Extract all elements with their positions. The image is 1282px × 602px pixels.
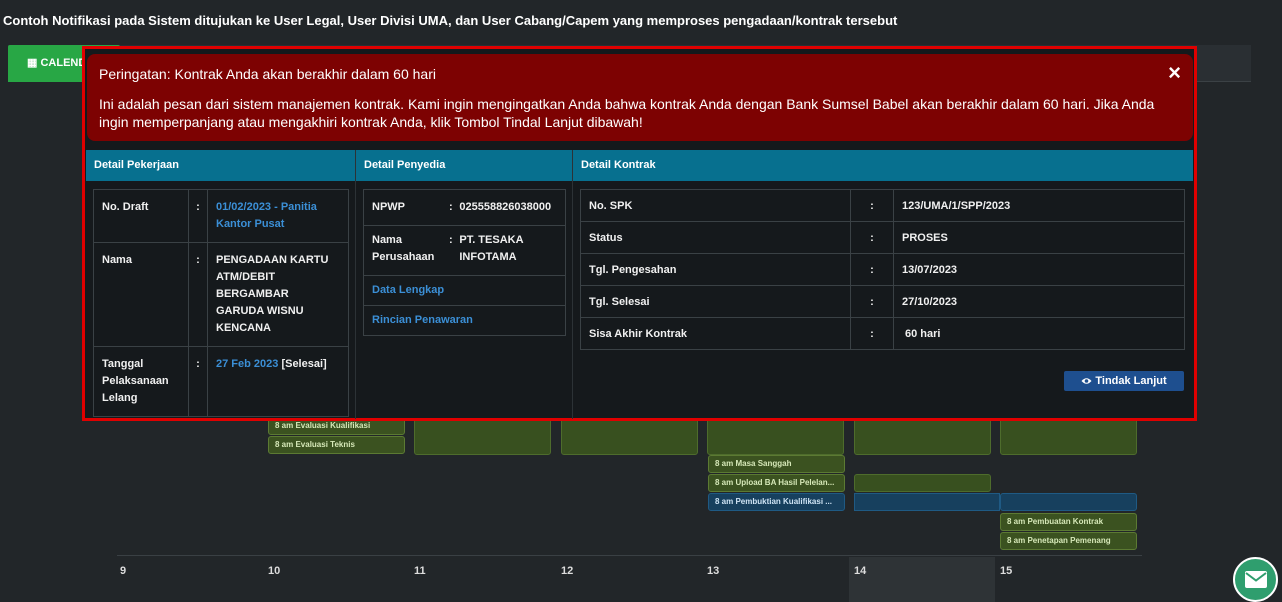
- row-label: No. SPK: [580, 189, 851, 222]
- table-row: No. SPK : 123/UMA/1/SPP/2023: [580, 189, 1185, 222]
- row-label: Nama Perusahaan: [363, 225, 443, 276]
- no-draft-link[interactable]: 01/02/2023 - Panitia Kantor Pusat: [207, 189, 349, 243]
- row-value: PT. TESAKA INFOTAMA: [459, 225, 567, 276]
- calendar-event[interactable]: 8 am Upload BA Hasil Pelelan...: [708, 474, 845, 492]
- day-number[interactable]: 12: [561, 565, 574, 577]
- rincian-penawaran-link[interactable]: Rincian Penawaran: [372, 314, 473, 326]
- row-separator: :: [442, 225, 460, 276]
- calendar-event[interactable]: 8 am Pembuktian Kualifikasi ...: [708, 493, 845, 511]
- table-row: Data Lengkap: [363, 275, 566, 306]
- mail-icon: [1245, 571, 1267, 588]
- contract-notification-modal: Peringatan: Kontrak Anda akan berakhir d…: [82, 46, 1197, 421]
- row-value: PROSES: [893, 221, 1185, 254]
- table-row: Tgl. Pengesahan : 13/07/2023: [580, 253, 1185, 286]
- calendar-icon: ▦: [27, 57, 38, 69]
- mail-button[interactable]: [1233, 557, 1278, 602]
- calendar-event[interactable]: 8 am Penetapan Pemenang: [1000, 532, 1137, 550]
- calendar-event-block[interactable]: [854, 493, 1000, 511]
- close-icon[interactable]: ×: [1168, 60, 1181, 85]
- data-lengkap-cell: Data Lengkap: [363, 275, 566, 306]
- row-label: No. Draft: [93, 189, 189, 243]
- tindak-lanjut-label: Tindak Lanjut: [1095, 375, 1167, 387]
- pekerjaan-table: No. Draft : 01/02/2023 - Panitia Kantor …: [93, 189, 349, 417]
- calendar-event[interactable]: 8 am Masa Sanggah: [708, 455, 845, 473]
- today-highlight: [849, 557, 995, 602]
- data-lengkap-link[interactable]: Data Lengkap: [372, 284, 445, 296]
- row-separator: :: [850, 253, 894, 286]
- row-separator: :: [850, 317, 894, 350]
- table-row: Nama : PENGADAAN KARTU ATM/DEBIT BERGAMB…: [93, 242, 349, 347]
- calendar-event-block[interactable]: [854, 417, 991, 455]
- row-label: Status: [580, 221, 851, 254]
- day-number[interactable]: 10: [268, 565, 281, 577]
- section-header: Detail Pekerjaan: [86, 150, 355, 181]
- day-number[interactable]: 11: [414, 565, 426, 577]
- row-separator: :: [188, 242, 208, 347]
- table-row: No. Draft : 01/02/2023 - Panitia Kantor …: [93, 189, 349, 243]
- section-header: Detail Penyedia: [356, 150, 572, 181]
- calendar-event-block[interactable]: [854, 474, 991, 492]
- row-label: Tgl. Selesai: [580, 285, 851, 318]
- eye-icon: [1081, 378, 1092, 384]
- row-value: 27/10/2023: [893, 285, 1185, 318]
- table-row: Sisa Akhir Kontrak : 60 hari: [580, 317, 1185, 350]
- section-detail-penyedia: Detail Penyedia NPWP : 025558826038000 N…: [356, 150, 573, 419]
- alert-message: Ini adalah pesan dari sistem manajemen k…: [99, 96, 1155, 130]
- row-separator: :: [850, 221, 894, 254]
- day-number[interactable]: 13: [707, 565, 720, 577]
- row-separator: :: [188, 189, 208, 243]
- day-number[interactable]: 9: [120, 565, 127, 577]
- table-row: Tgl. Selesai : 27/10/2023: [580, 285, 1185, 318]
- section-header: Detail Kontrak: [573, 150, 1193, 181]
- table-row: Nama Perusahaan : PT. TESAKA INFOTAMA: [363, 225, 567, 276]
- calendar-event[interactable]: 8 am Pembuatan Kontrak: [1000, 513, 1137, 531]
- page-heading: Contoh Notifikasi pada Sistem ditujukan …: [3, 13, 898, 28]
- tanggal-link[interactable]: 27 Feb 2023: [216, 358, 279, 370]
- table-row: Rincian Penawaran: [363, 305, 566, 336]
- row-label: Nama: [93, 242, 189, 347]
- row-label: Tgl. Pengesahan: [580, 253, 851, 286]
- calendar-event-block[interactable]: [561, 417, 698, 455]
- row-value: 60 hari: [893, 317, 1185, 350]
- alert-title: Peringatan: Kontrak Anda akan berakhir d…: [99, 66, 436, 82]
- calendar-day-row: 9 10 11 12 13 14 15: [117, 555, 1142, 602]
- tindak-lanjut-button[interactable]: Tindak Lanjut: [1064, 371, 1184, 391]
- row-value: 13/07/2023: [893, 253, 1185, 286]
- table-row: Tanggal Pelaksanaan Lelang : 27 Feb 2023…: [93, 346, 349, 417]
- day-number[interactable]: 15: [1000, 565, 1013, 577]
- calendar-event-block[interactable]: [707, 417, 844, 455]
- section-detail-kontrak: Detail Kontrak No. SPK : 123/UMA/1/SPP/2…: [573, 150, 1193, 419]
- table-row: NPWP : 025558826038000: [363, 189, 567, 226]
- row-separator: :: [850, 285, 894, 318]
- calendar-event[interactable]: 8 am Evaluasi Teknis: [268, 436, 405, 454]
- kontrak-table: No. SPK : 123/UMA/1/SPP/2023 Status : PR…: [580, 189, 1185, 350]
- row-separator: :: [188, 346, 208, 417]
- table-row: Status : PROSES: [580, 221, 1185, 254]
- row-label: NPWP: [363, 189, 443, 226]
- section-detail-pekerjaan: Detail Pekerjaan No. Draft : 01/02/2023 …: [86, 150, 356, 419]
- calendar-event-block[interactable]: [414, 417, 551, 455]
- row-separator: :: [850, 189, 894, 222]
- rincian-cell: Rincian Penawaran: [363, 305, 566, 336]
- calendar-event-block[interactable]: [1000, 417, 1137, 455]
- row-value: PENGADAAN KARTU ATM/DEBIT BERGAMBAR GARU…: [207, 242, 349, 347]
- row-value: 123/UMA/1/SPP/2023: [893, 189, 1185, 222]
- row-label: Tanggal Pelaksanaan Lelang: [93, 346, 189, 417]
- row-label: Sisa Akhir Kontrak: [580, 317, 851, 350]
- row-value: 27 Feb 2023 [Selesai]: [207, 346, 349, 417]
- warning-alert: Peringatan: Kontrak Anda akan berakhir d…: [87, 54, 1193, 141]
- calendar-event-block[interactable]: [1000, 493, 1137, 511]
- penyedia-table: NPWP : 025558826038000 Nama Perusahaan :…: [363, 189, 567, 336]
- row-value: 025558826038000: [459, 189, 567, 226]
- day-number[interactable]: 14: [854, 565, 867, 577]
- row-separator: :: [442, 189, 460, 226]
- tanggal-status: [Selesai]: [281, 358, 327, 370]
